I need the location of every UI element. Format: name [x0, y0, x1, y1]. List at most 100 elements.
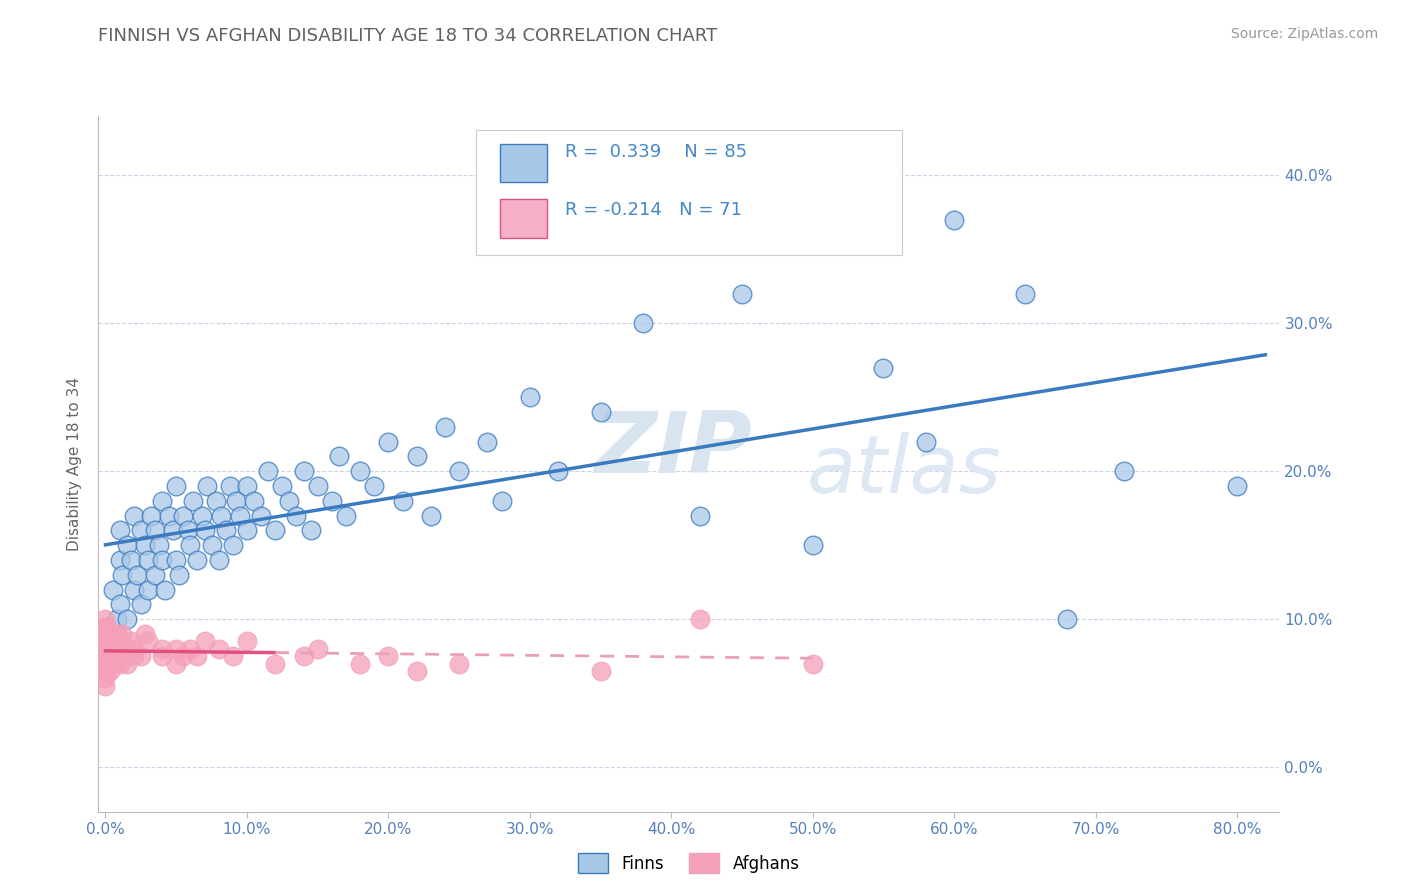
Point [94, 679, 117, 693]
Point [519, 390, 541, 404]
Point [104, 657, 127, 671]
Point [115, 657, 138, 671]
Point [100, 627, 122, 641]
Bar [501, 200, 547, 238]
Point [167, 567, 190, 582]
Point [264, 524, 287, 538]
Point [204, 493, 226, 508]
Point [250, 508, 273, 523]
Point [172, 508, 194, 523]
Point [150, 641, 173, 656]
Point [195, 479, 218, 493]
Point [349, 464, 371, 478]
Point [236, 479, 259, 493]
Point [193, 634, 215, 648]
Point [136, 582, 159, 597]
Point [129, 524, 152, 538]
Point [433, 420, 456, 434]
Point [1056, 612, 1078, 626]
Point [94, 641, 117, 656]
Point [257, 464, 280, 478]
Point [107, 641, 129, 656]
Point [801, 538, 824, 552]
Point [143, 567, 166, 582]
Point [97, 627, 120, 641]
Point [328, 450, 350, 464]
Point [105, 649, 128, 664]
Point [94, 634, 117, 648]
Point [97, 657, 120, 671]
Point [165, 641, 187, 656]
Point [111, 567, 134, 582]
Point [292, 649, 315, 664]
Point [115, 538, 138, 552]
Point [264, 657, 287, 671]
Point [363, 479, 385, 493]
Y-axis label: Disability Age 18 to 34: Disability Age 18 to 34 [67, 376, 83, 551]
Point [108, 641, 131, 656]
Point [96, 657, 118, 671]
Point [125, 567, 148, 582]
Text: Source: ZipAtlas.com: Source: ZipAtlas.com [1230, 27, 1378, 41]
Point [321, 493, 343, 508]
Point [157, 508, 180, 523]
Point [236, 634, 259, 648]
Point [186, 649, 208, 664]
Point [136, 553, 159, 567]
Point [176, 524, 198, 538]
Text: FINNISH VS AFGHAN DISABILITY AGE 18 TO 34 CORRELATION CHART: FINNISH VS AFGHAN DISABILITY AGE 18 TO 3… [98, 27, 717, 45]
Point [98, 641, 121, 656]
Point [96, 664, 118, 678]
Point [101, 657, 124, 671]
Point [100, 649, 122, 664]
Point [111, 627, 134, 641]
Point [120, 634, 142, 648]
Point [215, 524, 238, 538]
Point [129, 598, 152, 612]
Point [108, 524, 131, 538]
Point [101, 634, 124, 648]
Point [236, 524, 259, 538]
Point [689, 508, 711, 523]
Point [186, 553, 208, 567]
Point [801, 657, 824, 671]
Point [172, 649, 194, 664]
Bar [501, 144, 547, 182]
Point [122, 508, 145, 523]
Point [229, 508, 252, 523]
Point [148, 538, 170, 552]
Point [1014, 286, 1036, 301]
Point [122, 641, 145, 656]
Point [449, 657, 471, 671]
Point [589, 405, 612, 419]
Point [108, 634, 131, 648]
Point [150, 553, 173, 567]
Point [731, 286, 754, 301]
Point [122, 582, 145, 597]
Point [97, 649, 120, 664]
Point [631, 316, 654, 330]
Point [94, 620, 117, 634]
Point [96, 641, 118, 656]
Point [377, 649, 399, 664]
Point [307, 479, 329, 493]
Point [100, 641, 122, 656]
Text: R = -0.214   N = 71: R = -0.214 N = 71 [565, 201, 742, 219]
Point [491, 493, 513, 508]
Point [120, 553, 142, 567]
Point [335, 508, 357, 523]
Point [200, 538, 222, 552]
Point [103, 649, 125, 664]
Point [1226, 479, 1249, 493]
Point [307, 641, 329, 656]
Point [872, 360, 894, 375]
Point [278, 493, 301, 508]
Point [190, 508, 212, 523]
Point [271, 479, 294, 493]
Point [477, 434, 499, 449]
Point [915, 434, 938, 449]
Point [94, 649, 117, 664]
Point [222, 649, 245, 664]
Point [208, 553, 231, 567]
Point [136, 634, 159, 648]
